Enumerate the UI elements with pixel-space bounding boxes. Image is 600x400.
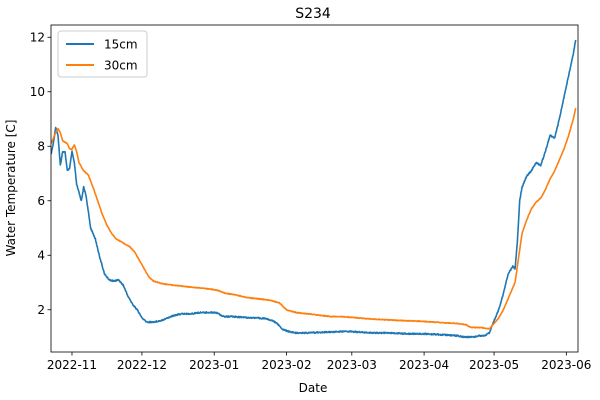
x-tick-label: 2022-12	[117, 358, 167, 372]
y-tick-label: 4	[37, 248, 45, 262]
legend: 15cm 30cm	[57, 30, 148, 78]
x-tick-label: 2023-05	[469, 358, 519, 372]
x-tick-label: 2023-04	[399, 358, 449, 372]
x-tick-label: 2023-06	[541, 358, 591, 372]
y-axis-label: Water Temperature [C]	[4, 120, 18, 257]
y-tick-label: 8	[37, 139, 45, 153]
x-axis-label: Date	[299, 381, 328, 395]
legend-label-30cm: 30cm	[104, 59, 138, 73]
x-tick-label: 2023-02	[261, 358, 311, 372]
y-tick-label: 10	[30, 85, 45, 99]
y-tick-label: 6	[37, 194, 45, 208]
legend-label-15cm: 15cm	[104, 38, 138, 52]
axes: 2022-11 2022-12 2023-01 2023-02 2023-03 2023-…	[30, 24, 591, 372]
series-line-30cm	[51, 107, 577, 330]
axes-frame	[50, 24, 579, 353]
y-tick-label: 2	[37, 303, 45, 317]
x-tick-label: 2022-11	[47, 358, 97, 372]
y-tick-label: 12	[30, 30, 45, 44]
plot-area	[51, 39, 577, 339]
series-line-15cm	[51, 39, 577, 339]
x-tick-label: 2023-01	[189, 358, 239, 372]
x-tick-label: 2023-03	[327, 358, 377, 372]
chart-title: S234	[295, 6, 331, 22]
